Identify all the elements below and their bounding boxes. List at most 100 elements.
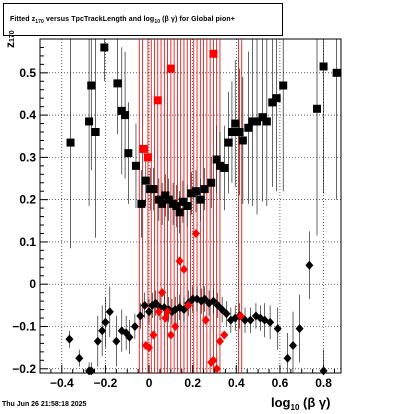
y-tick-label: 0.3 xyxy=(19,150,36,164)
data-point-square xyxy=(149,185,158,194)
data-point-diamond xyxy=(218,305,227,315)
data-point-square xyxy=(161,191,170,200)
x-tick-label: −0.2 xyxy=(94,376,118,390)
data-point-diamond xyxy=(140,300,149,310)
x-tick-label: −0.4 xyxy=(50,376,74,390)
timestamp: Thu Jun 26 21:58:18 2025 xyxy=(2,401,87,408)
data-point-square xyxy=(235,128,244,137)
data-point-square xyxy=(141,176,150,185)
data-point-diamond xyxy=(295,324,304,334)
x-tick-label: 0.8 xyxy=(315,376,332,390)
x-axis-label: log10 (β γ) xyxy=(271,395,331,412)
y-tick-label: 0.2 xyxy=(19,193,36,207)
y-tick-label: 0.1 xyxy=(19,235,36,249)
data-markers xyxy=(65,17,341,376)
data-point-square xyxy=(227,128,236,137)
data-point-diamond xyxy=(125,332,134,342)
data-point-square xyxy=(268,98,277,107)
data-point-square xyxy=(313,104,322,113)
data-point-diamond xyxy=(105,307,114,317)
data-point-diamond xyxy=(200,294,209,304)
data-point-diamond xyxy=(130,321,139,331)
data-point-diamond xyxy=(201,315,210,325)
data-point-diamond xyxy=(154,307,163,317)
data-point-square xyxy=(191,187,200,196)
x-tick-label: 0.4 xyxy=(228,376,245,390)
data-point-square xyxy=(66,138,75,147)
data-point-square xyxy=(137,199,146,208)
data-point-square xyxy=(258,113,267,122)
x-tick-label: 0 xyxy=(146,376,153,390)
data-point-square xyxy=(124,149,133,158)
data-point-diamond xyxy=(87,366,96,376)
data-point-diamond xyxy=(188,294,197,304)
data-point-square xyxy=(196,195,205,204)
data-point-diamond xyxy=(145,307,154,317)
data-point-square xyxy=(207,178,216,187)
x-tick-label: 0.2 xyxy=(184,376,201,390)
data-point-square xyxy=(166,64,175,73)
y-tick-label: 0 xyxy=(29,277,36,291)
data-point-diamond xyxy=(93,336,102,346)
data-point-square xyxy=(100,43,109,52)
data-point-square xyxy=(139,144,148,153)
data-point-square xyxy=(175,208,184,217)
data-point-square xyxy=(212,155,221,164)
data-point-diamond xyxy=(149,330,158,340)
y-tick-label: 0.4 xyxy=(19,108,36,122)
data-point-diamond xyxy=(184,300,193,310)
data-point-diamond xyxy=(65,334,74,344)
data-point-square xyxy=(215,161,224,170)
data-point-diamond xyxy=(209,355,218,365)
data-point-square xyxy=(272,94,281,103)
data-point-square xyxy=(248,117,257,126)
data-point-square xyxy=(154,195,163,204)
data-point-diamond xyxy=(266,317,275,327)
data-point-square xyxy=(117,106,126,115)
data-point-diamond xyxy=(145,343,154,353)
data-point-square xyxy=(113,79,122,88)
data-point-diamond xyxy=(305,260,314,270)
data-point-diamond xyxy=(222,309,231,319)
data-point-square xyxy=(231,119,240,128)
data-point-diamond xyxy=(191,228,200,238)
data-point-square xyxy=(87,81,96,90)
data-point-square xyxy=(178,197,187,206)
data-point-square xyxy=(91,128,100,137)
data-point-diamond xyxy=(163,307,172,317)
data-point-square xyxy=(319,62,328,71)
x-tick-label: 0.6 xyxy=(272,376,289,390)
data-point-square xyxy=(209,49,218,58)
data-point-diamond xyxy=(166,330,175,340)
data-point-diamond xyxy=(273,324,282,334)
data-point-square xyxy=(279,81,288,90)
chart-title: Fitted z170 versus TpcTrackLength and lo… xyxy=(10,16,235,25)
data-point-square xyxy=(244,123,253,132)
data-point-square xyxy=(85,117,94,126)
data-point-square xyxy=(187,189,196,198)
data-point-square xyxy=(183,202,192,210)
data-point-square xyxy=(224,138,233,147)
data-point-square xyxy=(262,117,271,126)
data-point-diamond xyxy=(75,353,84,363)
data-point-square xyxy=(143,153,152,162)
data-point-diamond xyxy=(241,315,250,325)
y-tick-label: −0.1 xyxy=(12,319,36,333)
data-point-diamond xyxy=(209,296,218,306)
data-point-diamond xyxy=(179,264,188,274)
data-point-square xyxy=(238,136,247,145)
data-point-square xyxy=(164,195,173,204)
data-point-square xyxy=(158,199,167,208)
data-point-diamond xyxy=(136,311,145,321)
title-box: Fitted z170 versus TpcTrackLength and lo… xyxy=(3,3,283,36)
data-point-diamond xyxy=(171,321,180,331)
data-point-diamond xyxy=(289,341,298,351)
data-point-square xyxy=(121,111,130,120)
data-point-diamond xyxy=(98,326,107,336)
data-point-diamond xyxy=(112,336,121,346)
data-point-square xyxy=(332,68,341,77)
y-tick-label: 0.5 xyxy=(19,66,36,80)
data-point-diamond xyxy=(213,300,222,310)
data-point-diamond xyxy=(220,330,229,340)
